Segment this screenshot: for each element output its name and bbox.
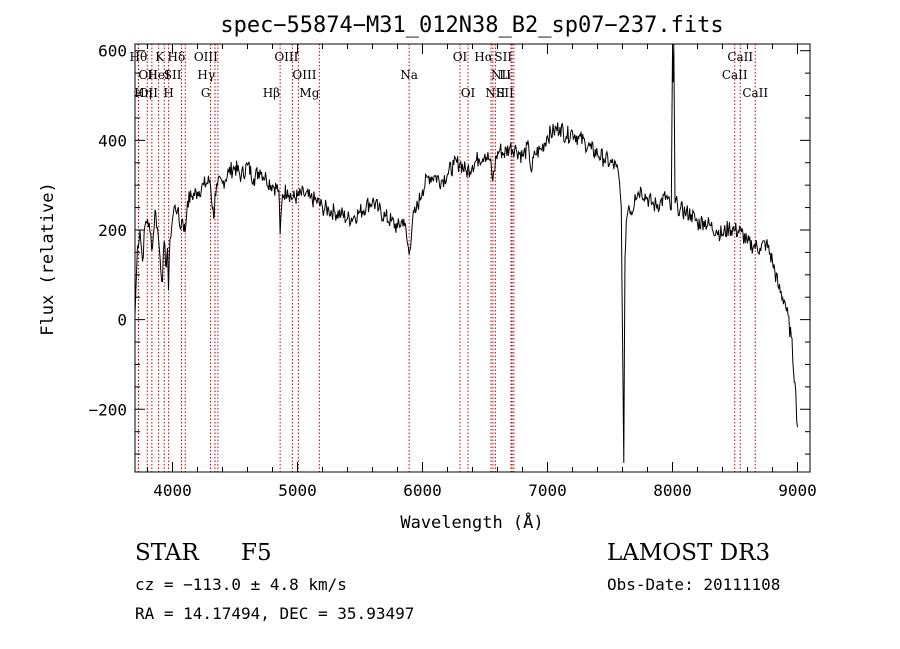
object-class: STAR <box>135 540 199 566</box>
x-tick-label: 6000 <box>403 481 442 500</box>
line-label-22: Li <box>499 68 511 82</box>
y-tick-label: 400 <box>98 131 127 150</box>
line-label-16: Na <box>400 68 418 82</box>
survey-name: LAMOST DR3 <box>607 540 771 566</box>
object-subclass: F5 <box>241 540 272 566</box>
line-label-2: OII <box>139 86 159 100</box>
y-tick-label: −200 <box>88 400 127 419</box>
plot-frame <box>134 43 811 473</box>
line-label-13: OIII <box>274 50 298 64</box>
coordinates: RA = 14.17494, DEC = 35.93497 <box>135 604 415 623</box>
y-axis-label: Flux (relative) <box>38 182 58 336</box>
spectrum-series <box>134 43 798 464</box>
y-tick-label: 200 <box>98 221 127 240</box>
line-label-12: Hβ <box>263 86 280 100</box>
redshift-cz: cz = −113.0 ± 4.8 km/s <box>135 575 347 594</box>
line-label-4: K <box>155 50 165 64</box>
y-tick-label: 600 <box>98 42 127 61</box>
line-label-9: OIII <box>194 50 218 64</box>
line-label-26: CaII <box>722 68 748 82</box>
line-label-3: Hη <box>134 86 152 100</box>
line-label-15: Mg <box>299 86 319 100</box>
x-tick-label: 4000 <box>153 481 192 500</box>
spectrum-line <box>134 43 798 464</box>
line-label-17: OI <box>453 50 468 64</box>
line-label-8: Hδ <box>168 50 186 64</box>
x-tick-label: 7000 <box>528 481 567 500</box>
line-label-19: Hα <box>474 50 493 64</box>
chart-title: spec−55874−M31_012N38_B2_sp07−237.fits <box>220 13 723 38</box>
line-label-10: Hγ <box>197 68 215 82</box>
line-label-27: CaII <box>742 86 768 100</box>
line-label-6: SII <box>164 68 182 82</box>
line-label-14: OIII <box>292 68 316 82</box>
x-tick-label: 8000 <box>653 481 692 500</box>
line-label-5: HeI <box>147 68 170 82</box>
x-axis-label: Wavelength (Å) <box>400 511 543 533</box>
line-label-25: CaII <box>727 50 753 64</box>
line-label-7: H <box>163 86 173 100</box>
line-label-24: SII <box>496 86 514 100</box>
line-label-0: Hθ <box>130 50 148 64</box>
line-label-11: G <box>201 86 211 100</box>
line-label-23: NII <box>485 86 505 100</box>
x-tick-label: 5000 <box>278 481 317 500</box>
line-label-1: OII <box>138 68 158 82</box>
x-tick-label: 9000 <box>778 481 817 500</box>
obs-date: Obs-Date: 20111108 <box>607 575 781 594</box>
line-label-20: SII <box>494 50 512 64</box>
axis-ticks: 4000 5000 6000 7000 8000 9000 −200 0 200 400 600 <box>88 42 816 500</box>
line-label-18: OI <box>461 86 476 100</box>
line-label-21: NII <box>491 68 511 82</box>
y-tick-label: 0 <box>117 311 127 330</box>
emission-line-markers <box>137 44 756 472</box>
